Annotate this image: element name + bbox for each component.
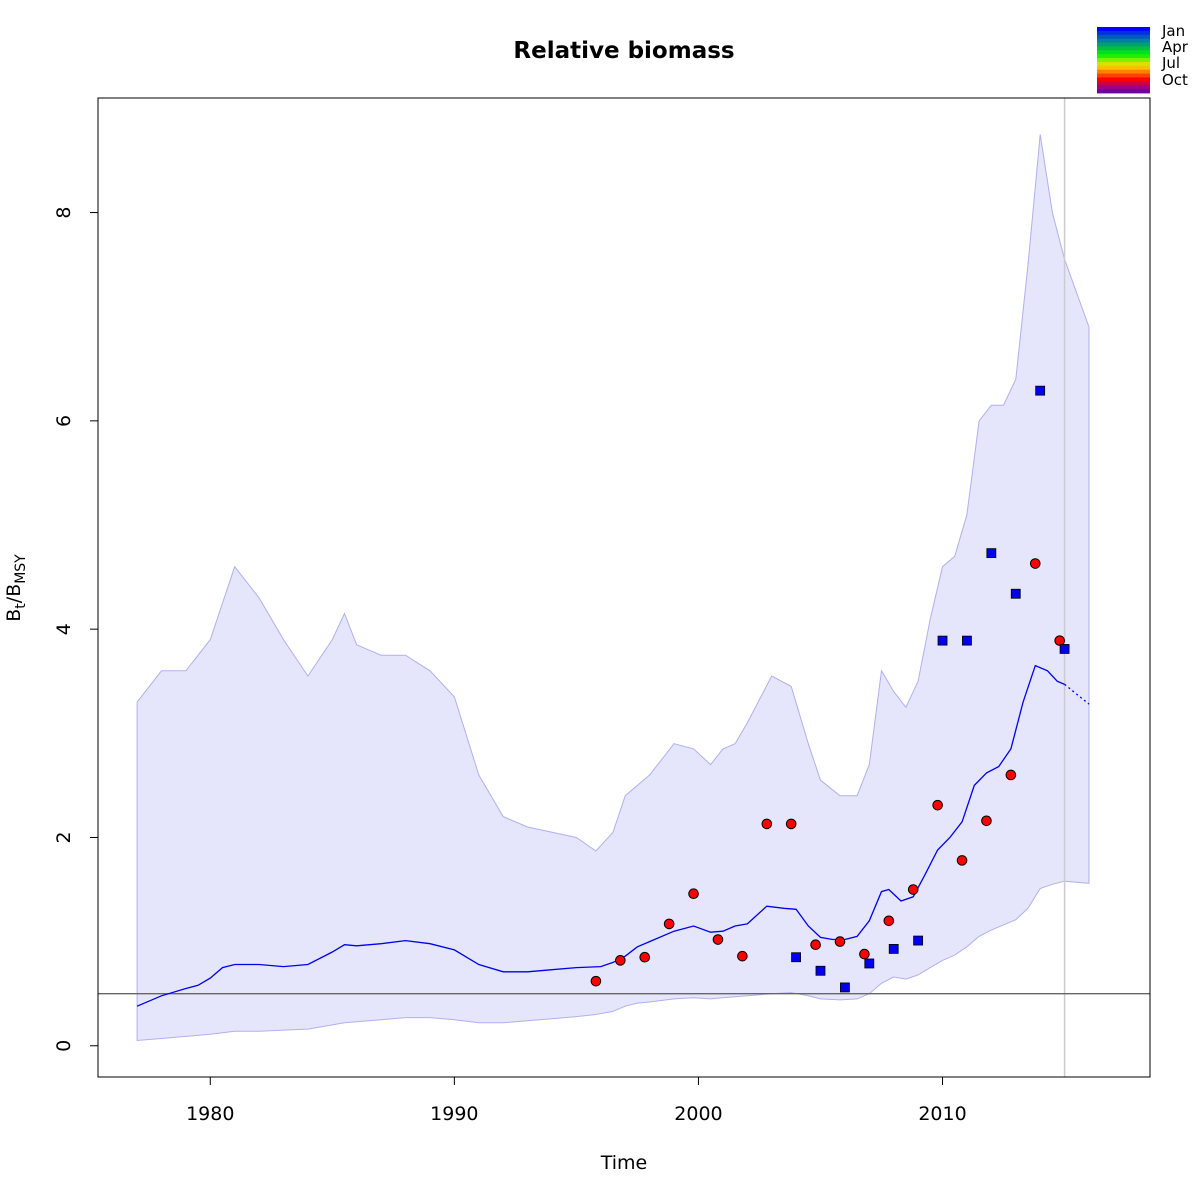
y-tick-label-6: 6 [53, 415, 75, 427]
legend-swatch-13 [1097, 73, 1150, 78]
legend-swatch-11 [1097, 65, 1150, 71]
series-line-2 [1064, 683, 1090, 705]
legend-label-jul: Jul [1161, 54, 1180, 72]
legend-swatch-7 [1097, 50, 1150, 55]
x-tick-label-2000: 2000 [674, 1103, 722, 1125]
observation-circle-18 [1005, 769, 1017, 781]
legend-swatch-2 [1097, 30, 1150, 36]
observation-circle-8 [761, 818, 773, 830]
observation-circle-9 [785, 818, 797, 830]
legend-swatch-3 [1097, 34, 1150, 40]
legend-swatch-14 [1097, 77, 1150, 82]
legend-label-apr: Apr [1162, 38, 1189, 56]
observation-circle-13 [883, 915, 895, 927]
observation-circle-4 [663, 918, 675, 930]
plot-frame [97, 97, 1151, 1078]
observation-square-10 [1010, 588, 1021, 599]
y-axis: 0 2 4 6 8 [53, 207, 98, 1052]
chart-title: Relative biomass [513, 38, 734, 64]
observation-square-11 [1035, 385, 1046, 396]
observation-circle-15 [932, 799, 943, 811]
observation-circle-10 [810, 939, 821, 951]
plot-layer [98, 98, 1150, 1077]
legend-label-oct: Oct [1162, 71, 1188, 89]
legend-swatch-4 [1097, 38, 1150, 43]
y-axis-title-base: B [3, 609, 25, 622]
observation-circle-3 [639, 951, 651, 963]
legend-swatch-12 [1097, 69, 1150, 74]
observation-circle-17 [981, 815, 992, 827]
observation-square-1 [791, 952, 801, 963]
observation-square-9 [986, 548, 997, 559]
x-axis-title: Time [600, 1152, 648, 1174]
observation-circle-16 [956, 855, 968, 866]
legend-swatch-15 [1097, 81, 1150, 86]
x-axis: 1980 1990 2000 2010 [186, 1077, 967, 1125]
confidence-band [136, 134, 1090, 1042]
y-tick-label-4: 4 [53, 623, 75, 635]
y-axis-title-sub1: t [13, 603, 29, 609]
observation-square-5 [888, 943, 899, 954]
legend-label-jan: Jan [1161, 22, 1185, 40]
observation-circle-2 [615, 955, 626, 966]
observation-square-8 [962, 635, 972, 646]
legend-swatch-8 [1097, 54, 1150, 59]
observation-circle-5 [688, 888, 699, 899]
observation-circle-1 [590, 975, 602, 987]
y-tick-label-8: 8 [53, 207, 75, 219]
observation-square-4 [864, 958, 875, 969]
observation-square-6 [913, 935, 924, 946]
observation-circle-20 [1054, 635, 1065, 646]
legend-swatch-6 [1097, 46, 1150, 51]
series-line-1 [136, 664, 1065, 1007]
observation-circle-19 [1029, 558, 1041, 569]
y-axis-title: Bt/BMSY [3, 554, 29, 622]
x-tick-label-1980: 1980 [186, 1103, 234, 1125]
x-tick-label-1990: 1990 [430, 1103, 478, 1125]
legend-swatch-16 [1097, 85, 1150, 90]
legend-swatch-1 [1097, 27, 1150, 32]
legend-swatch-5 [1097, 42, 1150, 47]
observation-square-12 [1059, 644, 1070, 654]
observation-circle-12 [859, 948, 870, 960]
observation-circle-7 [737, 950, 748, 962]
observation-square-3 [839, 982, 850, 993]
y-tick-label-0: 0 [53, 1040, 75, 1052]
observation-square-7 [937, 635, 948, 646]
observation-circle-11 [834, 936, 846, 947]
y-tick-label-2: 2 [53, 831, 75, 843]
observation-square-2 [815, 965, 826, 976]
observation-circle-14 [907, 884, 919, 895]
y-axis-title-sub2: MSY [13, 554, 29, 584]
legend-swatch-9 [1097, 58, 1150, 63]
x-tick-label-2010: 2010 [918, 1103, 966, 1125]
legend-swatch-17 [1097, 89, 1150, 94]
y-axis-title-sep: /B [3, 584, 25, 603]
observation-circle-6 [712, 934, 724, 945]
legend-swatch-10 [1097, 61, 1150, 67]
